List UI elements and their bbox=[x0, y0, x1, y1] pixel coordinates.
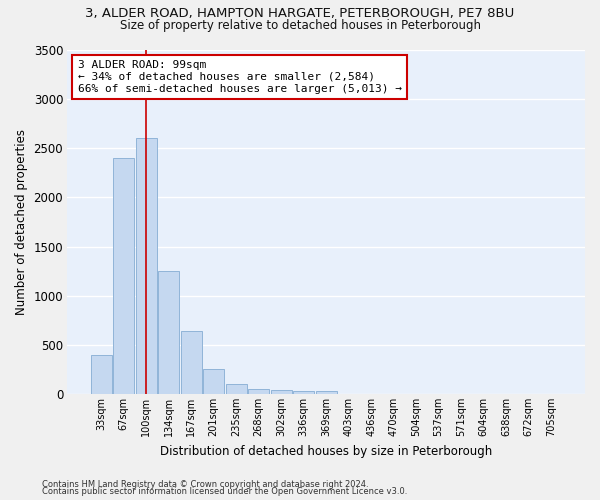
Bar bbox=[293, 391, 314, 394]
Text: 3, ALDER ROAD, HAMPTON HARGATE, PETERBOROUGH, PE7 8BU: 3, ALDER ROAD, HAMPTON HARGATE, PETERBOR… bbox=[85, 8, 515, 20]
Bar bbox=[203, 370, 224, 394]
Text: 3 ALDER ROAD: 99sqm
← 34% of detached houses are smaller (2,584)
66% of semi-det: 3 ALDER ROAD: 99sqm ← 34% of detached ho… bbox=[78, 60, 402, 94]
Y-axis label: Number of detached properties: Number of detached properties bbox=[15, 129, 28, 315]
Bar bbox=[181, 331, 202, 394]
Bar bbox=[248, 388, 269, 394]
Bar bbox=[91, 354, 112, 394]
X-axis label: Distribution of detached houses by size in Peterborough: Distribution of detached houses by size … bbox=[160, 444, 492, 458]
Bar bbox=[158, 271, 179, 394]
Bar bbox=[136, 138, 157, 394]
Bar bbox=[226, 384, 247, 394]
Bar bbox=[316, 391, 337, 394]
Text: Contains HM Land Registry data © Crown copyright and database right 2024.: Contains HM Land Registry data © Crown c… bbox=[42, 480, 368, 489]
Bar bbox=[113, 158, 134, 394]
Text: Size of property relative to detached houses in Peterborough: Size of property relative to detached ho… bbox=[119, 18, 481, 32]
Bar bbox=[271, 390, 292, 394]
Text: Contains public sector information licensed under the Open Government Licence v3: Contains public sector information licen… bbox=[42, 487, 407, 496]
